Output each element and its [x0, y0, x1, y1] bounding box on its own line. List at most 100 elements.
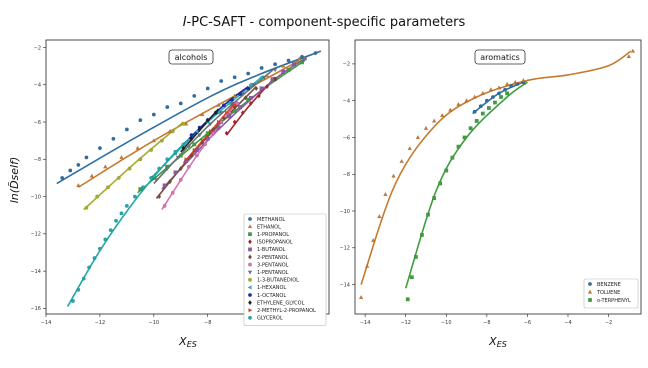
- alcohols-point-isopropanol: [256, 93, 261, 99]
- aromatics-legend-label-toluene: TOLUENE: [596, 290, 620, 296]
- alcohols-point-methanol: [205, 86, 210, 91]
- alcohols-legend-label-2-methyl-2-propanol: 2-METHYL-2-PROPANOL: [257, 308, 316, 314]
- aromatics-plot-frame: [354, 39, 642, 315]
- aromatics-y-tick-label: −8: [343, 172, 350, 178]
- aromatics-panel-label: aromatics: [480, 53, 520, 62]
- aromatics-y-tick-label: −6: [343, 135, 350, 141]
- alcohols-y-tick-label: −6: [34, 120, 41, 126]
- aromatics-y-tick-label: −4: [343, 98, 350, 104]
- alcohols-legend-marker-3-pentanol: [248, 262, 252, 267]
- alcohols-point-3-pentanol: [211, 131, 216, 136]
- alcohols-y-tick-label: −4: [34, 83, 41, 89]
- aromatics-point-o-terphenyl: [444, 168, 449, 173]
- aromatics-point-toluene: [480, 90, 486, 95]
- aromatics-x-tick-label: −14: [360, 320, 371, 326]
- alcohols-panel: −14−12−10−8−6−4−16−14−12−10−8−6−4−2 alco…: [8, 39, 330, 349]
- alcohols-point-methanol: [165, 105, 170, 110]
- aromatics-point-toluene: [358, 294, 364, 300]
- alcohols-point-ethylene-glycol: [181, 145, 186, 151]
- alcohols-point-1-butanol: [238, 105, 243, 110]
- alcohols-point-3-pentanol: [162, 203, 167, 208]
- aromatics-point-toluene: [504, 81, 510, 86]
- alcohols-y-tick-label: −16: [30, 306, 41, 312]
- alcohols-x-tick-label: −14: [41, 320, 52, 326]
- aromatics-point-toluene: [399, 158, 404, 163]
- alcohols-point-glycerol: [81, 276, 86, 281]
- alcohols-point-methanol: [124, 127, 129, 132]
- alcohols-legend-marker-glycerol: [248, 315, 252, 320]
- alcohols-point-3-pentanol: [186, 164, 191, 169]
- alcohols-legend-marker-1-hexanol: [247, 285, 252, 290]
- alcohols-legend-marker-1-propanol: [248, 232, 252, 237]
- alcohols-point-ethanol: [200, 112, 205, 117]
- alcohols-point-ethanol: [151, 138, 157, 143]
- aromatics-point-toluene: [521, 77, 526, 83]
- alcohols-legend-marker-isopropanol: [248, 239, 252, 245]
- aromatics-axis-ticks: −14 −12 −10 −8 −6 −4 −2 −14 −12 −10 −8 −6 −4 −2: [339, 62, 612, 326]
- alcohols-point-glycerol: [124, 203, 129, 208]
- alcohols-point-methanol: [232, 75, 237, 80]
- alcohols-point-1-propanol: [246, 97, 251, 102]
- aromatics-point-benzene: [478, 104, 483, 109]
- aromatics-point-toluene: [626, 54, 632, 59]
- alcohols-point-ethanol: [103, 164, 108, 169]
- alcohols-point-methanol: [111, 136, 116, 141]
- alcohols-point-glycerol: [141, 185, 145, 190]
- aromatics-point-o-terphenyl: [450, 155, 455, 160]
- aromatics-legend-label-o-terphenyl: o-TERPHENYL: [597, 298, 631, 304]
- alcohols-legend-label-ethanol: ETHANOL: [257, 224, 281, 230]
- alcohols-point-ethanol: [297, 56, 302, 61]
- alcohols-x-tick-label: −12: [95, 320, 106, 326]
- alcohols-legend-marker-ethanol: [247, 224, 253, 229]
- aromatics-point-toluene: [415, 134, 421, 140]
- alcohols-point-glycerol: [119, 211, 124, 216]
- aromatics-y-tick-label: −14: [339, 282, 350, 288]
- alcohols-point-1-3-butanediol: [116, 175, 121, 180]
- alcohols-point-isopropanol: [232, 119, 237, 125]
- aromatics-point-toluene: [472, 94, 477, 99]
- alcohols-y-tick-label: −8: [34, 157, 41, 163]
- alcohols-point-methanol: [97, 146, 102, 151]
- alcohols-point-1-octanol: [221, 103, 226, 108]
- alcohols-y-tick-label: −12: [30, 232, 41, 238]
- alcohols-point-1-pentanol: [272, 68, 278, 73]
- alcohols-point-ethanol: [232, 93, 237, 98]
- aromatics-point-toluene: [513, 79, 518, 84]
- alcohols-point-1-pentanol: [197, 133, 202, 138]
- aromatics-legend-marker-toluene: [587, 289, 593, 294]
- alcohols-point-1-butanol: [302, 56, 307, 61]
- alcohols-x-tick-label: −8: [204, 320, 211, 326]
- aromatics-point-toluene: [371, 237, 376, 243]
- alcohols-y-tick-label: −14: [30, 269, 41, 275]
- alcohols-point-1-3-butanediol: [181, 121, 186, 126]
- alcohols-point-2-methyl-2-propanol: [233, 103, 238, 108]
- alcohols-point-1-hexanol: [151, 173, 156, 179]
- alcohols-point-1-octanol: [230, 97, 234, 102]
- aromatics-point-o-terphenyl: [409, 275, 414, 280]
- figure-title: I-PC-SAFT - component-specific parameter…: [183, 15, 466, 30]
- alcohols-point-1-pentanol: [208, 122, 213, 127]
- alcohols-legend-marker-ethylene-glycol: [248, 300, 252, 306]
- alcohols-point-1-butanol: [227, 114, 232, 119]
- alcohols-point-ethanol: [89, 173, 95, 178]
- alcohols-point-1-hexanol: [248, 82, 253, 87]
- aromatics-point-o-terphenyl: [419, 232, 424, 237]
- alcohols-point-1-3-butanediol: [159, 138, 164, 143]
- alcohols-point-1-butanol: [292, 62, 296, 67]
- figure-title-text: -PC-SAFT - component-specific parameters: [187, 15, 466, 30]
- aromatics-legend-label-benzene: BENZENE: [597, 282, 621, 288]
- alcohols-legend-label-methanol: METHANOL: [257, 217, 285, 223]
- aromatics-point-o-terphenyl: [413, 255, 418, 259]
- aromatics-legend-marker-o-terphenyl: [588, 298, 592, 302]
- alcohols-point-1-butanol: [216, 125, 221, 130]
- alcohols-point-1-hexanol: [226, 101, 231, 106]
- aromatics-point-toluene: [364, 263, 370, 268]
- alcohols-point-1-propanol: [205, 131, 210, 136]
- alcohols-legend-marker-2-methyl-2-propanol: [248, 307, 253, 313]
- alcohols-point-2-methyl-2-propanol: [208, 129, 213, 134]
- aromatics-point-o-terphenyl: [438, 181, 443, 186]
- alcohols-point-glycerol: [76, 287, 81, 292]
- aromatics-panel: −14 −12 −10 −8 −6 −4 −2 −14 −12 −10 −8 −6 −4 −2 aroma…: [339, 39, 642, 349]
- alcohols-point-methanol: [313, 51, 318, 55]
